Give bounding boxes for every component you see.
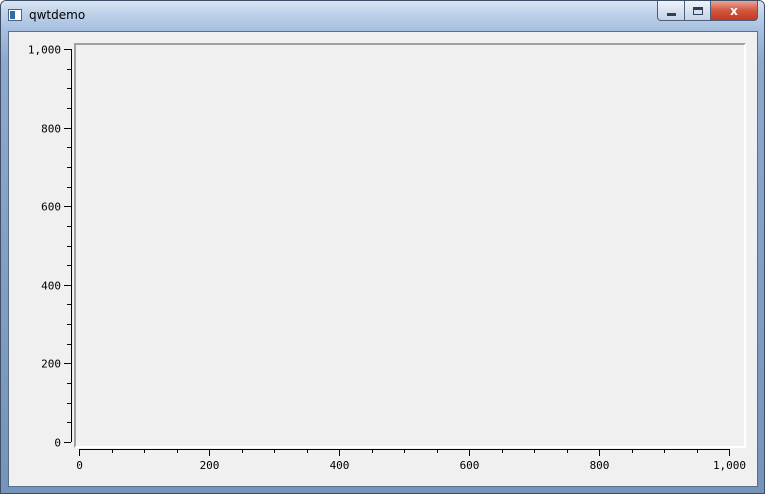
minimize-button[interactable] xyxy=(657,1,685,21)
window-title: qwtdemo xyxy=(29,8,86,22)
y-tick-label: 200 xyxy=(41,358,61,371)
close-button[interactable]: x xyxy=(710,1,758,21)
y-tick-label: 1,000 xyxy=(28,44,61,57)
plot-canvas[interactable] xyxy=(74,43,746,448)
minimize-icon xyxy=(666,12,676,16)
x-tick-label: 600 xyxy=(460,459,480,472)
x-tick-label: 400 xyxy=(330,459,350,472)
x-tick-label: 0 xyxy=(76,459,83,472)
y-tick-label: 800 xyxy=(41,123,61,136)
app-icon[interactable] xyxy=(8,9,22,21)
y-tick-label: 600 xyxy=(41,201,61,214)
plot-widget: 0 200 400 600 800 1,000 0 200 400 600 800 1,000 xyxy=(8,31,758,487)
title-bar[interactable]: qwtdemo x xyxy=(1,1,764,31)
x-tick-label: 1,000 xyxy=(713,459,746,472)
y-tick-label: 400 xyxy=(41,280,61,293)
maximize-icon xyxy=(692,6,703,15)
plot-axes: 0 200 400 600 800 1,000 0 200 400 600 800 1,000 xyxy=(28,44,746,473)
maximize-button[interactable] xyxy=(684,1,711,21)
x-tick-label: 200 xyxy=(200,459,220,472)
x-tick-label: 800 xyxy=(590,459,610,472)
y-tick-label: 0 xyxy=(54,437,61,450)
close-icon: x xyxy=(730,3,738,18)
